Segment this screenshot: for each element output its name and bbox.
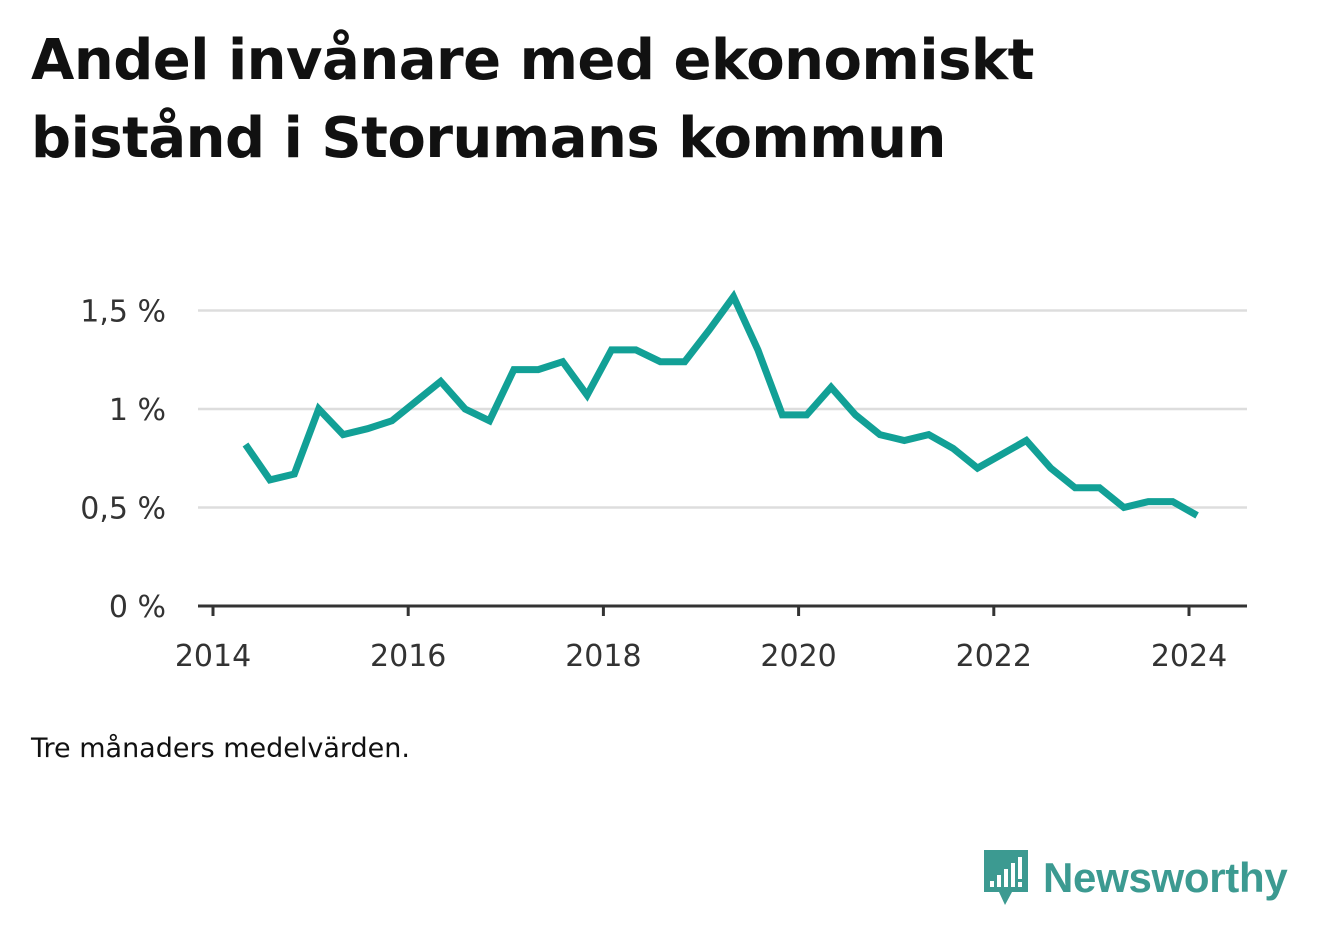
y-tick-label: 1,5 % — [80, 295, 166, 330]
brand-name: Newsworthy — [1043, 854, 1288, 901]
gridlines — [198, 309, 1247, 509]
chart-title: Andel invånare med ekonomiskt bistånd i … — [31, 28, 1034, 171]
brand-logo: Newsworthy — [981, 846, 1288, 910]
chart-note: Tre månaders medelvärden. — [31, 733, 410, 764]
y-tick-label: 0,5 % — [80, 492, 166, 527]
line-chart: 0 % 0,5 % 1 % 1,5 % 2014 2016 2018 2020 2022 202… — [80, 289, 1247, 674]
x-tick-label: 2020 — [760, 639, 836, 674]
series-line — [242, 289, 1199, 519]
x-tick-label: 2018 — [565, 639, 641, 674]
x-tick-label: 2022 — [956, 639, 1032, 674]
x-tick-label: 2016 — [370, 639, 446, 674]
y-tick-label: 1 % — [109, 393, 166, 428]
y-axis-ticks: 0 % 0,5 % 1 % 1,5 % — [80, 295, 166, 626]
x-axis-ticks: 2014 2016 2018 2020 2022 2024 — [175, 606, 1227, 674]
newsworthy-logo-icon — [984, 850, 1028, 905]
x-tick-label: 2014 — [175, 639, 251, 674]
y-tick-label: 0 % — [109, 590, 166, 625]
x-tick-label: 2024 — [1151, 639, 1227, 674]
data-points — [245, 297, 1197, 516]
